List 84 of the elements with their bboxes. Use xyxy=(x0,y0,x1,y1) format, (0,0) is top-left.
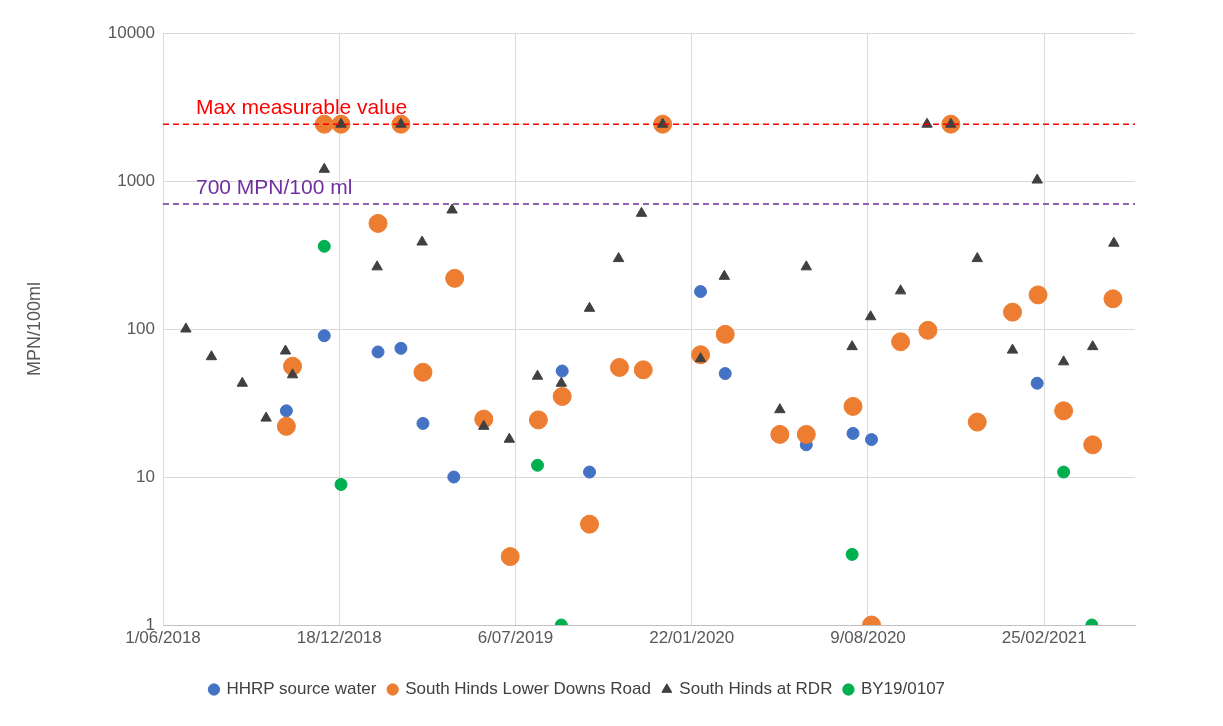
point xyxy=(635,206,648,217)
point xyxy=(770,424,790,444)
point xyxy=(774,403,786,414)
point xyxy=(180,322,192,333)
point xyxy=(445,268,465,288)
point xyxy=(446,203,458,214)
point xyxy=(846,426,860,440)
point xyxy=(286,368,299,379)
point xyxy=(694,285,708,299)
point xyxy=(279,404,293,418)
legend-label: HHRP source water xyxy=(226,679,377,699)
point xyxy=(205,350,218,361)
point xyxy=(1028,285,1048,305)
point xyxy=(971,252,983,263)
point xyxy=(718,367,732,381)
point xyxy=(633,360,653,380)
point xyxy=(583,465,597,479)
legend-label: BY19/0107 xyxy=(860,679,946,699)
point xyxy=(413,362,433,382)
point xyxy=(1054,401,1074,421)
point xyxy=(416,235,428,246)
x-tick-label: 18/12/2018 xyxy=(296,627,382,647)
point xyxy=(612,252,625,263)
point xyxy=(552,386,572,406)
point xyxy=(236,376,249,387)
y-axis-title: MPN/100ml xyxy=(23,281,44,377)
point xyxy=(503,432,516,443)
point xyxy=(416,416,430,430)
point xyxy=(583,301,596,312)
point xyxy=(846,340,858,351)
legend-label: South Hinds Lower Downs Road xyxy=(405,679,651,699)
point xyxy=(967,412,987,432)
x-tick-label: 25/02/2021 xyxy=(1001,627,1087,647)
point xyxy=(318,162,330,173)
point xyxy=(334,477,348,491)
ref-line-label: 700 MPN/100 ml xyxy=(196,175,353,199)
point xyxy=(260,411,272,422)
point xyxy=(891,332,911,352)
point xyxy=(317,239,331,253)
point xyxy=(718,269,731,280)
point xyxy=(317,329,331,343)
y-tick-label: 100 xyxy=(126,318,155,338)
point xyxy=(279,344,292,355)
point xyxy=(894,284,907,295)
point xyxy=(1083,435,1103,455)
point xyxy=(394,341,408,355)
point xyxy=(371,260,383,271)
point xyxy=(865,433,879,447)
point xyxy=(918,320,938,340)
x-tick-label: 22/01/2020 xyxy=(649,627,735,647)
point xyxy=(555,364,569,378)
y-tick-label: 10000 xyxy=(107,22,155,42)
y-tick-label: 1000 xyxy=(117,170,155,190)
point xyxy=(1108,236,1120,247)
point xyxy=(1031,173,1043,184)
point xyxy=(1103,289,1123,309)
point xyxy=(800,260,812,271)
point xyxy=(1003,302,1023,322)
point xyxy=(715,324,735,344)
x-tick-label: 9/08/2020 xyxy=(830,627,906,647)
point xyxy=(368,213,388,233)
point xyxy=(843,396,863,416)
point xyxy=(528,410,548,430)
point xyxy=(1006,343,1019,354)
point xyxy=(276,416,296,436)
point xyxy=(1030,376,1044,390)
point xyxy=(796,424,816,444)
point xyxy=(531,369,544,380)
point xyxy=(371,345,385,359)
point xyxy=(580,514,600,534)
y-tick-label: 10 xyxy=(136,466,155,486)
point xyxy=(447,470,461,484)
point xyxy=(845,547,859,561)
legend-label: South Hinds at RDR xyxy=(679,679,833,699)
point xyxy=(609,357,629,377)
point xyxy=(1057,355,1070,366)
point xyxy=(500,547,520,567)
point xyxy=(1057,465,1071,479)
point xyxy=(1087,340,1099,351)
point xyxy=(555,376,568,387)
point xyxy=(864,310,877,321)
point xyxy=(531,458,545,472)
x-tick-label: 6/07/2019 xyxy=(477,627,554,647)
ref-line-label: Max measurable value xyxy=(196,95,408,119)
